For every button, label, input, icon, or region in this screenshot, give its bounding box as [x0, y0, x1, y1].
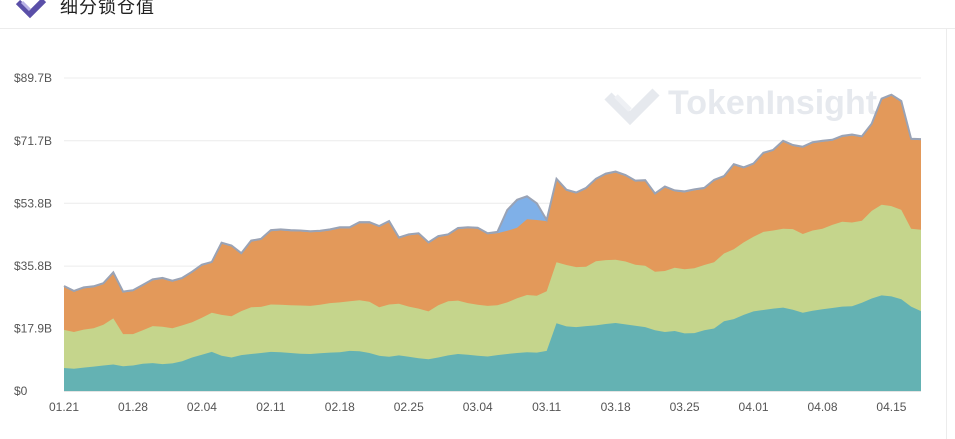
x-tick-label: 04.01: [739, 400, 769, 414]
y-tick-label: $53.8B: [14, 196, 52, 210]
y-tick-label: $0: [14, 384, 28, 398]
x-tick-label: 01.28: [118, 400, 148, 414]
x-axis-ticks: 01.21 01.28 02.04 02.11 02.18 02.25 03.04 03.11…: [49, 400, 907, 414]
tokeninsight-logo-icon: [15, 0, 47, 19]
x-tick-label: 03.25: [670, 400, 700, 414]
x-tick-label: 01.21: [49, 400, 79, 414]
x-tick-label: 03.04: [463, 400, 493, 414]
area-series-teal: [64, 295, 921, 391]
tokeninsight-watermark-icon: [604, 88, 660, 126]
y-tick-label: $35.8B: [14, 259, 52, 273]
y-tick-label: $17.9B: [14, 322, 52, 336]
x-tick-label: 02.11: [256, 400, 285, 414]
watermark-text: TokenInsight: [668, 84, 877, 122]
chart-areas: [63, 93, 922, 392]
x-tick-label: 03.18: [601, 400, 631, 414]
page-title: 细分锁仓值: [60, 0, 155, 17]
x-tick-label: 02.25: [394, 400, 424, 414]
area-top-outline: [63, 93, 922, 293]
x-tick-label: 04.15: [876, 400, 906, 414]
x-tick-label: 04.08: [807, 400, 837, 414]
watermark: TokenInsight: [604, 84, 877, 126]
chart-header: 细分锁仓值: [0, 0, 955, 29]
card-divider: [946, 28, 947, 439]
x-tick-label: 03.11: [532, 400, 561, 414]
y-axis-ticks: $0 $17.9B $35.8B $53.8B $71.7B $89.7B: [14, 71, 52, 398]
y-tick-label: $89.7B: [14, 71, 52, 85]
y-tick-label: $71.7B: [14, 134, 52, 148]
x-tick-label: 02.04: [187, 400, 217, 414]
x-tick-label: 02.18: [325, 400, 355, 414]
